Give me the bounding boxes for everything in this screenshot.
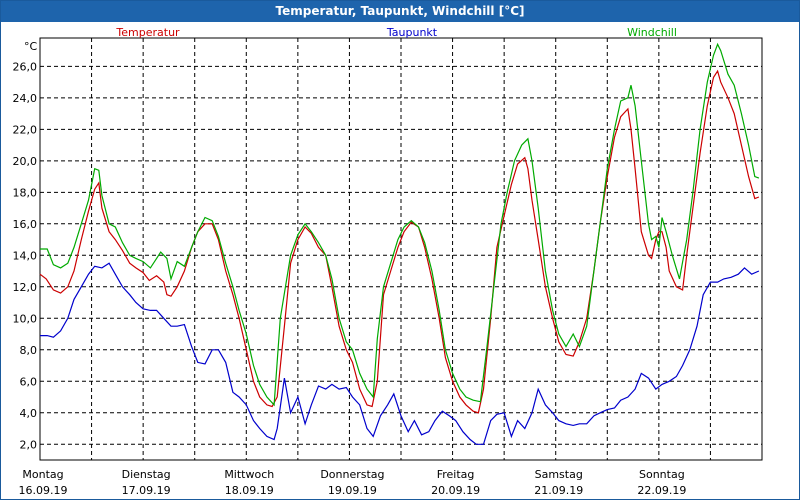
y-tick-label: 18,0 (13, 186, 38, 199)
y-tick-label: 10,0 (13, 312, 38, 325)
y-tick-label: 4,0 (20, 407, 38, 420)
x-day-label: Montag (22, 468, 63, 481)
x-date-label: 22.09.19 (637, 484, 686, 497)
y-axis-unit-label: °C (24, 40, 38, 53)
x-day-label: Samstag (535, 468, 583, 481)
y-tick-label: 24,0 (13, 92, 38, 105)
y-tick-label: 12,0 (13, 281, 38, 294)
x-day-label: Dienstag (122, 468, 171, 481)
legend-entry-windchill: Windchill (627, 26, 677, 39)
x-date-label: 19.09.19 (328, 484, 377, 497)
series-line-taupunkt (40, 262, 760, 445)
x-day-label: Mittwoch (224, 468, 274, 481)
x-day-label: Donnerstag (320, 468, 384, 481)
chart-legend: Temperatur Taupunkt Windchill (115, 26, 677, 39)
y-axis-ticks: 2,0 4,0 6,0 8,0 10,0 12,0 14,0 16,0 18,0 20,0 22,0… (13, 60, 38, 451)
y-tick-label: 2,0 (20, 438, 38, 451)
legend-entry-taupunkt: Taupunkt (386, 26, 438, 39)
x-date-label: 16.09.19 (19, 484, 68, 497)
y-tick-label: 14,0 (13, 249, 38, 262)
x-date-label: 18.09.19 (225, 484, 274, 497)
y-tick-label: 22,0 (13, 123, 38, 136)
x-day-label: Freitag (437, 468, 475, 481)
x-axis-labels: Montag 16.09.19 Dienstag 17.09.19 Mittwoch 18… (19, 468, 687, 497)
chart-series (39, 42, 760, 445)
y-tick-label: 26,0 (13, 60, 38, 73)
legend-entry-temperatur: Temperatur (115, 26, 180, 39)
x-date-label: 21.09.19 (534, 484, 583, 497)
series-line-temperatur (39, 69, 760, 414)
y-tick-label: 16,0 (13, 218, 38, 231)
series-line-windchill (40, 42, 760, 407)
x-date-label: 17.09.19 (122, 484, 171, 497)
y-tick-label: 6,0 (20, 375, 38, 388)
x-date-label: 20.09.19 (431, 484, 480, 497)
x-day-label: Sonntag (639, 468, 685, 481)
chart-grid (40, 38, 762, 460)
window-title: Temperatur, Taupunkt, Windchill [°C] (1, 1, 799, 22)
y-tick-label: 8,0 (20, 344, 38, 357)
y-tick-label: 20,0 (13, 155, 38, 168)
